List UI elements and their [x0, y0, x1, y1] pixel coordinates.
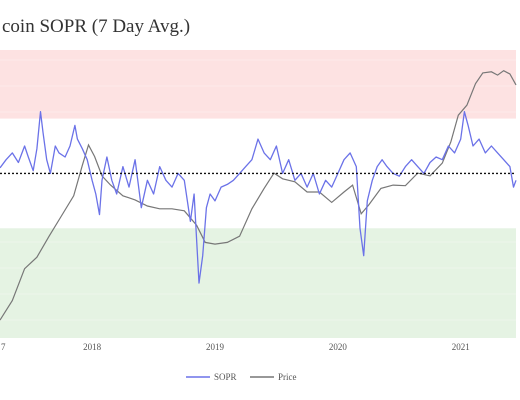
- sopr-line: [0, 111, 517, 284]
- legend-label: SOPR: [214, 372, 237, 382]
- x-tick-label: 7: [1, 342, 6, 352]
- legend-label: Price: [278, 372, 297, 382]
- x-tick-label: 2020: [329, 342, 348, 352]
- band-undervalued: [0, 228, 516, 338]
- sopr-series: [0, 111, 517, 284]
- x-tick-label: 2019: [206, 342, 225, 352]
- x-tick-label: 2018: [83, 342, 102, 352]
- band-overvalued: [0, 50, 516, 119]
- x-tick-label: 2021: [452, 342, 470, 352]
- legend[interactable]: SOPR Price: [186, 372, 297, 382]
- legend-item-price[interactable]: Price: [250, 372, 297, 382]
- x-axis-ticks: 7 2018 2019 2020 2021: [1, 342, 470, 352]
- chart-title: coin SOPR (7 Day Avg.): [2, 16, 190, 37]
- legend-item-sopr[interactable]: SOPR: [186, 372, 237, 382]
- grid-lines: [0, 59, 516, 321]
- value-bands: [0, 50, 516, 338]
